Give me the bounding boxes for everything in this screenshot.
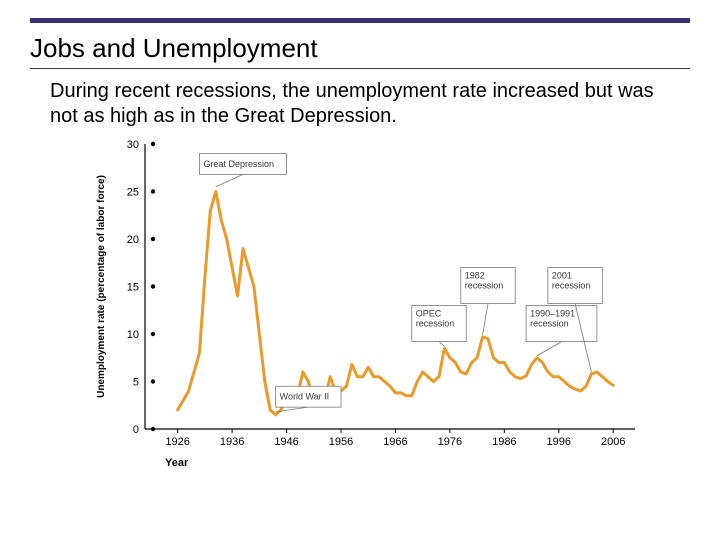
svg-text:10: 10: [127, 329, 139, 341]
svg-text:1956: 1956: [329, 436, 353, 448]
svg-text:2006: 2006: [601, 436, 625, 448]
svg-text:1986: 1986: [492, 436, 516, 448]
unemployment-chart: 0 5 10 15 20 25 30 1926 1936 1946 1956 1966 1976 1986…: [90, 134, 650, 474]
svg-text:1926: 1926: [165, 436, 189, 448]
svg-text:World War II: World War II: [280, 392, 330, 402]
svg-text:1990–1991recession: 1990–1991recession: [530, 309, 575, 329]
chart-svg: 0 5 10 15 20 25 30 1926 1936 1946 1956 1966 1976 1986…: [90, 134, 650, 474]
svg-text:1976: 1976: [438, 436, 462, 448]
svg-text:1996: 1996: [547, 436, 571, 448]
svg-text:20: 20: [127, 234, 139, 246]
body-text: During recent recessions, the unemployme…: [50, 79, 680, 129]
svg-text:30: 30: [127, 139, 139, 151]
top-rule: [30, 18, 690, 23]
svg-text:1946: 1946: [274, 436, 298, 448]
svg-text:25: 25: [127, 187, 139, 199]
svg-text:1936: 1936: [220, 436, 244, 448]
svg-text:15: 15: [127, 282, 139, 294]
svg-text:Year: Year: [165, 457, 189, 469]
svg-text:0: 0: [133, 424, 139, 436]
svg-text:1966: 1966: [383, 436, 407, 448]
svg-text:Great Depression: Great Depression: [203, 159, 274, 169]
svg-text:Unemployment rate (percentage: Unemployment rate (percentage of labor f…: [96, 175, 107, 398]
page-title: Jobs and Unemployment: [30, 33, 690, 69]
svg-text:5: 5: [133, 377, 139, 389]
